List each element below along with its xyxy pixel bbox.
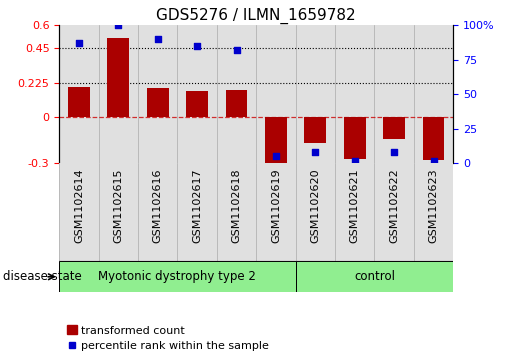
Point	[114, 23, 123, 28]
Point	[390, 150, 398, 155]
Point	[75, 40, 83, 46]
Point	[153, 36, 162, 42]
Text: disease state: disease state	[3, 270, 81, 283]
Bar	[344, 117, 366, 159]
Text: GSM1102618: GSM1102618	[232, 168, 242, 243]
Bar	[98, 25, 138, 163]
Text: GSM1102614: GSM1102614	[74, 168, 84, 243]
Text: GSM1102615: GSM1102615	[113, 168, 123, 243]
Bar	[177, 25, 217, 163]
Text: GSM1102619: GSM1102619	[271, 168, 281, 243]
Text: Myotonic dystrophy type 2: Myotonic dystrophy type 2	[98, 270, 256, 283]
Bar	[138, 25, 177, 163]
Bar	[226, 90, 247, 117]
Bar	[177, 163, 217, 261]
Text: GSM1102621: GSM1102621	[350, 168, 359, 243]
Bar	[296, 163, 335, 261]
Text: GSM1102623: GSM1102623	[428, 168, 438, 243]
Bar	[256, 25, 296, 163]
Bar	[256, 163, 296, 261]
Point	[232, 47, 241, 53]
Bar	[374, 25, 414, 163]
Bar	[59, 163, 99, 261]
Bar	[265, 117, 287, 165]
Text: control: control	[354, 270, 395, 283]
Bar	[138, 163, 177, 261]
Bar	[68, 87, 90, 117]
Legend: transformed count, percentile rank within the sample: transformed count, percentile rank withi…	[62, 321, 273, 356]
Bar	[383, 117, 405, 139]
Bar	[59, 25, 98, 163]
Bar	[99, 163, 138, 261]
Point	[351, 158, 359, 163]
Point	[430, 158, 438, 163]
Bar	[414, 25, 453, 163]
Bar	[186, 91, 208, 117]
Bar	[335, 25, 374, 163]
Bar	[423, 117, 444, 160]
Text: GSM1102620: GSM1102620	[311, 168, 320, 243]
Text: GSM1102622: GSM1102622	[389, 168, 399, 243]
Bar	[335, 163, 374, 261]
Bar	[217, 163, 256, 261]
Bar	[108, 38, 129, 117]
Bar	[217, 25, 256, 163]
Text: GSM1102617: GSM1102617	[192, 168, 202, 243]
Bar	[147, 88, 168, 117]
Bar	[59, 261, 296, 292]
Bar	[414, 163, 453, 261]
Bar	[296, 25, 335, 163]
Point	[311, 150, 319, 155]
Bar	[296, 261, 453, 292]
Title: GDS5276 / ILMN_1659782: GDS5276 / ILMN_1659782	[157, 8, 356, 24]
Bar	[374, 163, 414, 261]
Text: GSM1102616: GSM1102616	[153, 168, 163, 243]
Point	[193, 43, 201, 49]
Point	[272, 154, 280, 159]
Bar	[304, 117, 326, 143]
